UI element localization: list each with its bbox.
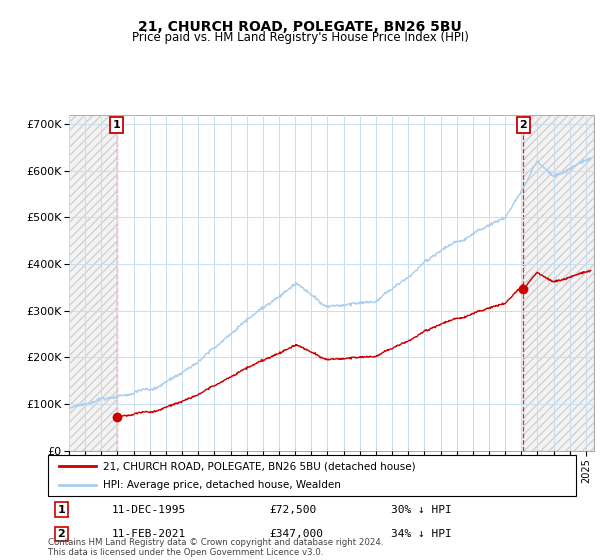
Text: 11-DEC-1995: 11-DEC-1995 — [112, 505, 185, 515]
Bar — [523, 115, 594, 451]
Text: HPI: Average price, detached house, Wealden: HPI: Average price, detached house, Weal… — [103, 480, 341, 489]
Text: 21, CHURCH ROAD, POLEGATE, BN26 5BU (detached house): 21, CHURCH ROAD, POLEGATE, BN26 5BU (det… — [103, 461, 416, 471]
Text: 11-FEB-2021: 11-FEB-2021 — [112, 529, 185, 539]
Text: 2: 2 — [520, 120, 527, 130]
Text: 30% ↓ HPI: 30% ↓ HPI — [391, 505, 452, 515]
Text: 1: 1 — [113, 120, 121, 130]
Text: 21, CHURCH ROAD, POLEGATE, BN26 5BU: 21, CHURCH ROAD, POLEGATE, BN26 5BU — [138, 20, 462, 34]
Text: Price paid vs. HM Land Registry's House Price Index (HPI): Price paid vs. HM Land Registry's House … — [131, 31, 469, 44]
FancyBboxPatch shape — [48, 455, 576, 496]
Text: £72,500: £72,500 — [270, 505, 317, 515]
Text: Contains HM Land Registry data © Crown copyright and database right 2024.
This d: Contains HM Land Registry data © Crown c… — [48, 538, 383, 557]
Text: 1: 1 — [58, 505, 65, 515]
Text: 2: 2 — [58, 529, 65, 539]
Text: 34% ↓ HPI: 34% ↓ HPI — [391, 529, 452, 539]
Text: £347,000: £347,000 — [270, 529, 324, 539]
Bar — [69, 115, 116, 451]
